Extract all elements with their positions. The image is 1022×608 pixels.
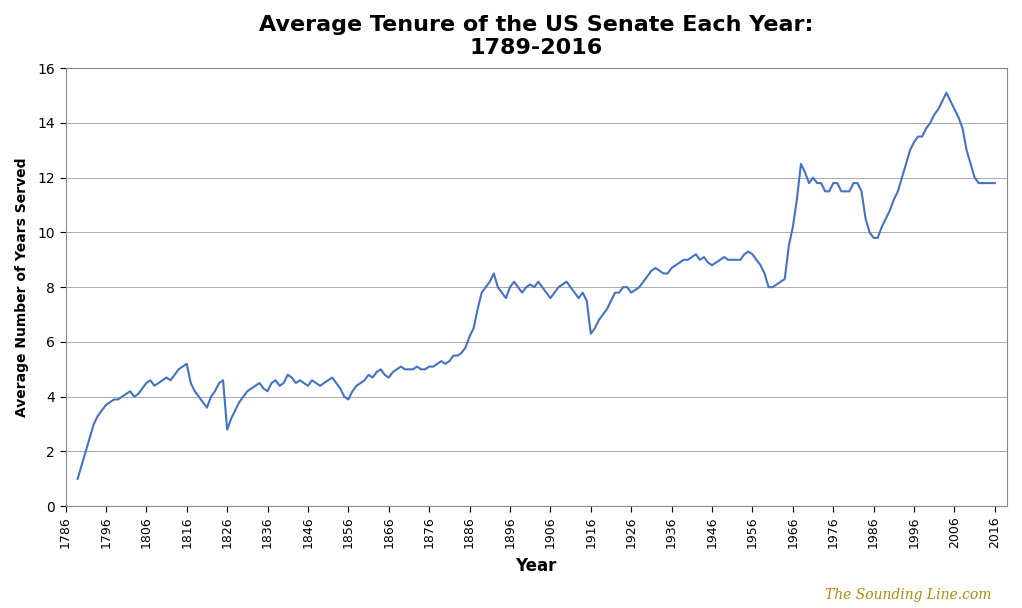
Y-axis label: Average Number of Years Served: Average Number of Years Served — [15, 157, 29, 417]
Text: The Sounding Line.com: The Sounding Line.com — [825, 588, 991, 602]
Title: Average Tenure of the US Senate Each Year:
1789-2016: Average Tenure of the US Senate Each Yea… — [259, 15, 814, 58]
X-axis label: Year: Year — [515, 557, 557, 575]
